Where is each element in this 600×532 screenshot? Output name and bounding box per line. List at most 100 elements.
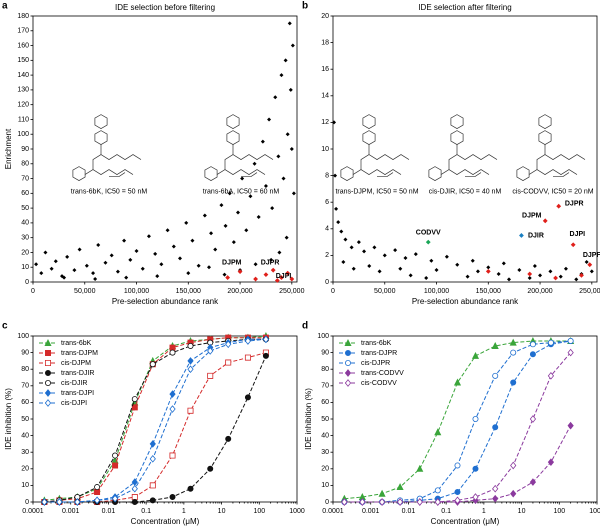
data-point xyxy=(444,254,449,259)
marker xyxy=(492,372,499,379)
marker xyxy=(187,485,194,492)
marker xyxy=(207,339,214,346)
structure-ring xyxy=(516,166,530,182)
marker xyxy=(567,348,574,357)
structure-bond xyxy=(553,172,570,177)
data-point xyxy=(273,95,278,100)
data-point xyxy=(356,240,361,245)
structure-bond xyxy=(448,169,490,175)
y-tick-label: 100 xyxy=(17,131,29,138)
data-point xyxy=(284,235,289,240)
marker xyxy=(396,498,404,506)
marker xyxy=(492,424,499,431)
data-point xyxy=(196,263,201,268)
data-point xyxy=(517,268,522,273)
annotation: DJPI xyxy=(276,273,292,280)
legend-marker xyxy=(45,370,52,376)
data-point xyxy=(270,267,276,273)
marker xyxy=(491,341,499,349)
y-axis-label: Enrichment xyxy=(4,128,13,169)
marker xyxy=(547,458,555,466)
data-point xyxy=(475,269,480,274)
data-point xyxy=(519,233,524,238)
x-tick-label: 50,000 xyxy=(374,288,396,295)
legend-label: trans-DJPM xyxy=(61,350,98,357)
data-point xyxy=(240,176,245,181)
data-point xyxy=(49,266,54,271)
structure-bond xyxy=(92,169,134,175)
x-axis-label: Concentration (μM) xyxy=(431,517,500,526)
marker xyxy=(187,365,194,374)
y-tick-label: 2 xyxy=(325,252,329,259)
data-point xyxy=(558,274,563,279)
marker xyxy=(41,498,48,506)
data-point xyxy=(486,265,491,270)
marker xyxy=(378,489,386,497)
marker xyxy=(187,357,194,365)
data-point xyxy=(77,247,82,252)
structure-bond xyxy=(377,172,394,177)
data-point xyxy=(288,87,293,92)
annotation: DJPR xyxy=(565,200,584,207)
data-point xyxy=(285,132,290,137)
data-point xyxy=(235,210,240,215)
structure-ring xyxy=(538,114,552,130)
data-point xyxy=(527,271,533,277)
y-tick-label: 10 xyxy=(321,482,329,489)
structure-bond xyxy=(440,154,458,175)
data-point xyxy=(584,260,589,265)
marker xyxy=(510,461,517,470)
legend-marker xyxy=(44,399,52,407)
x-tick-label: 150,000 xyxy=(176,288,201,295)
data-point xyxy=(248,194,253,199)
marker xyxy=(207,372,214,379)
y-tick-label: 60 xyxy=(21,190,29,197)
data-point xyxy=(587,262,593,268)
data-point xyxy=(39,271,44,276)
y-tick-label: 40 xyxy=(21,220,29,227)
x-tick-label: 250,000 xyxy=(279,288,304,295)
data-point xyxy=(285,270,291,276)
compound-label: trans-DJPM, IC50 = 50 nM xyxy=(335,188,418,195)
y-tick-label: 40 xyxy=(321,432,329,439)
data-point xyxy=(237,269,243,275)
marker xyxy=(207,347,214,355)
marker xyxy=(510,349,517,356)
marker xyxy=(472,465,479,472)
marker xyxy=(149,482,156,489)
data-point xyxy=(532,264,537,269)
data-point xyxy=(290,43,295,48)
data-point xyxy=(382,253,387,258)
legend-label: trans-DJPI xyxy=(61,390,94,397)
data-point xyxy=(222,272,227,277)
legend-marker xyxy=(345,360,352,366)
data-point xyxy=(408,273,413,278)
x-tick-label: 200,000 xyxy=(227,288,252,295)
data-point xyxy=(155,274,160,279)
marker xyxy=(131,494,138,501)
y-tick-label: 110 xyxy=(18,116,29,123)
y-tick-label: 0 xyxy=(325,279,329,286)
data-point xyxy=(207,265,211,270)
marker xyxy=(378,498,386,506)
marker xyxy=(149,440,156,448)
x-tick-label: 50,000 xyxy=(74,288,96,295)
structure-ring xyxy=(362,114,376,130)
data-point xyxy=(291,191,296,196)
marker xyxy=(56,498,63,506)
marker xyxy=(471,351,480,359)
y-tick-label: 40 xyxy=(21,432,29,439)
legend-label: cis-CODVV xyxy=(361,380,397,387)
y-tick-label: 18 xyxy=(321,39,329,46)
y-tick-label: 12 xyxy=(321,119,329,126)
data-point xyxy=(434,268,439,273)
y-tick-label: 90 xyxy=(21,349,29,356)
x-tick-label: 1 xyxy=(482,508,486,515)
marker xyxy=(112,452,119,459)
legend-marker xyxy=(344,379,352,387)
data-point xyxy=(244,228,249,233)
data-point xyxy=(277,250,282,255)
data-point xyxy=(223,223,228,228)
data-point xyxy=(72,268,77,273)
structure-ring xyxy=(94,130,108,146)
